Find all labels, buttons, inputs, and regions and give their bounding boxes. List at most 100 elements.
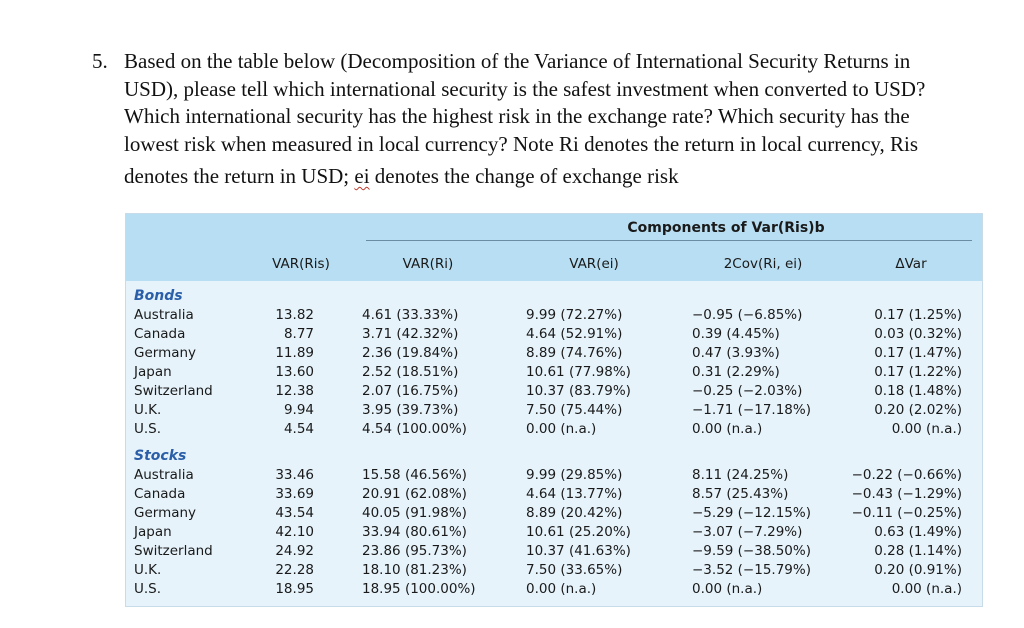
cov-cell: −9.59 (−38.50%) xyxy=(692,543,811,559)
question-text: 5. Based on the table below (Decompositi… xyxy=(92,48,1004,191)
components-title: Components of Var(Ris)b xyxy=(627,220,825,236)
var-ei-cell: 9.99 (72.27%) xyxy=(526,307,623,323)
var-ei-cell: 10.37 (83.79%) xyxy=(526,383,631,399)
var-ri-cell: 2.52 (18.51%) xyxy=(362,364,459,380)
header-rule xyxy=(366,240,972,241)
var-ei-cell: 0.00 (n.a.) xyxy=(526,581,597,597)
var-ris-cell: 33.69 xyxy=(275,486,314,502)
question-line: Which international security has the hig… xyxy=(124,104,910,128)
country-cell: Switzerland xyxy=(134,543,213,559)
var-ri-cell: 2.07 (16.75%) xyxy=(362,383,459,399)
question-line: Based on the table below (Decomposition … xyxy=(124,49,911,73)
delta-var-cell: −0.22 (−0.66%) xyxy=(851,467,962,483)
cov-cell: 0.47 (3.93%) xyxy=(692,345,780,361)
cov-cell: −0.95 (−6.85%) xyxy=(692,307,803,323)
delta-var-cell: −0.11 (−0.25%) xyxy=(851,505,962,521)
var-ri-cell: 20.91 (62.08%) xyxy=(362,486,467,502)
cov-cell: 0.00 (n.a.) xyxy=(692,421,763,437)
cov-cell: −1.71 (−17.18%) xyxy=(692,402,811,418)
table-row: Germany 11.89 2.36 (19.84%) 8.89 (74.76%) 0.… xyxy=(126,345,982,364)
question-line-last: denotes the return in USD; ei denotes th… xyxy=(124,163,1004,191)
country-cell: Canada xyxy=(134,486,186,502)
var-ris-cell: 12.38 xyxy=(275,383,314,399)
table-row: Switzerland 24.92 23.86 (95.73%) 10.37 (41.… xyxy=(126,543,982,562)
column-header-2cov: 2Cov(Ri, ei) xyxy=(723,256,803,272)
cov-cell: −0.25 (−2.03%) xyxy=(692,383,803,399)
var-ris-cell: 24.92 xyxy=(275,543,314,559)
cov-cell: −3.52 (−15.79%) xyxy=(692,562,811,578)
var-ris-cell: 9.94 xyxy=(283,402,314,418)
country-cell: U.S. xyxy=(134,421,162,437)
country-cell: U.S. xyxy=(134,581,162,597)
var-ei-cell: 10.37 (41.63%) xyxy=(526,543,631,559)
table-row: Canada 8.77 3.71 (42.32%) 4.64 (52.91%) 0.39… xyxy=(126,326,982,345)
question-line: lowest risk when measured in local curre… xyxy=(124,131,919,156)
var-ei-cell: 9.99 (29.85%) xyxy=(526,467,623,483)
country-cell: Japan xyxy=(134,524,172,540)
question-body: Based on the table below (Decomposition … xyxy=(124,48,1004,191)
var-ris-cell: 18.95 xyxy=(275,581,314,597)
var-ei-cell: 4.64 (13.77%) xyxy=(526,486,623,502)
cov-cell: 8.57 (25.43%) xyxy=(692,486,789,502)
delta-var-cell: 0.18 (1.48%) xyxy=(874,383,962,399)
var-ri-cell: 4.54 (100.00%) xyxy=(362,421,467,437)
cov-cell: 0.31 (2.29%) xyxy=(692,364,780,380)
variance-decomposition-table: Components of Var(Ris)b VAR(Ris) VAR(Ri)… xyxy=(125,213,983,607)
column-header-delta-var: ΔVar xyxy=(895,256,927,272)
var-ris-cell: 42.10 xyxy=(275,524,314,540)
table-header: Components of Var(Ris)b VAR(Ris) VAR(Ri)… xyxy=(126,214,982,281)
var-ei-cell: 10.61 (77.98%) xyxy=(526,364,631,380)
section-label: Bonds xyxy=(134,288,183,304)
delta-var-cell: 0.28 (1.14%) xyxy=(874,543,962,559)
delta-var-cell: 0.17 (1.22%) xyxy=(874,364,962,380)
var-ri-cell: 40.05 (91.98%) xyxy=(362,505,467,521)
section-label: Stocks xyxy=(134,448,187,464)
question-line: USD), please tell which international se… xyxy=(124,76,926,101)
var-ris-cell: 8.77 xyxy=(283,326,314,342)
var-ris-cell: 11.89 xyxy=(275,345,314,361)
cov-cell: 0.39 (4.45%) xyxy=(692,326,780,342)
cov-cell: −5.29 (−12.15%) xyxy=(692,505,811,521)
var-ei-cell: 7.50 (33.65%) xyxy=(526,562,623,578)
table-row: Australia 13.82 4.61 (33.33%) 9.99 (72.27%)… xyxy=(126,307,982,326)
column-header-var-ei: VAR(ei) xyxy=(569,256,619,272)
var-ri-cell: 15.58 (46.56%) xyxy=(362,467,467,483)
country-cell: U.K. xyxy=(134,402,162,418)
var-ri-cell: 18.95 (100.00%) xyxy=(362,581,476,597)
question-text-part: denotes the return in USD; xyxy=(124,164,355,188)
country-cell: Japan xyxy=(134,364,172,380)
var-ris-cell: 4.54 xyxy=(283,421,314,437)
table-row: Canada 33.69 20.91 (62.08%) 4.64 (13.77%) 8.… xyxy=(126,486,982,505)
var-ris-cell: 13.60 xyxy=(275,364,314,380)
country-cell: Germany xyxy=(134,505,197,521)
var-ri-cell: 3.95 (39.73%) xyxy=(362,402,459,418)
var-ri-cell: 23.86 (95.73%) xyxy=(362,543,467,559)
table-row: Switzerland 12.38 2.07 (16.75%) 10.37 (83.7… xyxy=(126,383,982,402)
delta-var-cell: 0.20 (0.91%) xyxy=(874,562,962,578)
column-header-var-ri: VAR(Ri) xyxy=(402,256,454,272)
var-ei-cell: 0.00 (n.a.) xyxy=(526,421,597,437)
var-ei-cell: 10.61 (25.20%) xyxy=(526,524,631,540)
delta-var-cell: 0.00 (n.a.) xyxy=(891,421,962,437)
delta-var-cell: 0.17 (1.25%) xyxy=(874,307,962,323)
table-row: Germany 43.54 40.05 (91.98%) 8.89 (20.42%) −… xyxy=(126,505,982,524)
var-ei-cell: 4.64 (52.91%) xyxy=(526,326,623,342)
var-ei-cell: 8.89 (74.76%) xyxy=(526,345,623,361)
cov-cell: 8.11 (24.25%) xyxy=(692,467,789,483)
var-ri-cell: 3.71 (42.32%) xyxy=(362,326,459,342)
country-cell: Germany xyxy=(134,345,197,361)
delta-var-cell: 0.63 (1.49%) xyxy=(874,524,962,540)
table-row: Japan 13.60 2.52 (18.51%) 10.61 (77.98%) 0.3… xyxy=(126,364,982,383)
var-ris-cell: 13.82 xyxy=(275,307,314,323)
delta-var-cell: 0.20 (2.02%) xyxy=(874,402,962,418)
country-cell: Switzerland xyxy=(134,383,213,399)
spellcheck-marked-word: ei xyxy=(354,164,370,188)
var-ri-cell: 18.10 (81.23%) xyxy=(362,562,467,578)
cov-cell: −3.07 (−7.29%) xyxy=(692,524,803,540)
country-cell: Australia xyxy=(134,467,194,483)
table-row: U.K. 9.94 3.95 (39.73%) 7.50 (75.44%) −1.71 … xyxy=(126,402,982,421)
var-ris-cell: 22.28 xyxy=(275,562,314,578)
cov-cell: 0.00 (n.a.) xyxy=(692,581,763,597)
var-ri-cell: 2.36 (19.84%) xyxy=(362,345,459,361)
delta-var-cell: 0.00 (n.a.) xyxy=(891,581,962,597)
